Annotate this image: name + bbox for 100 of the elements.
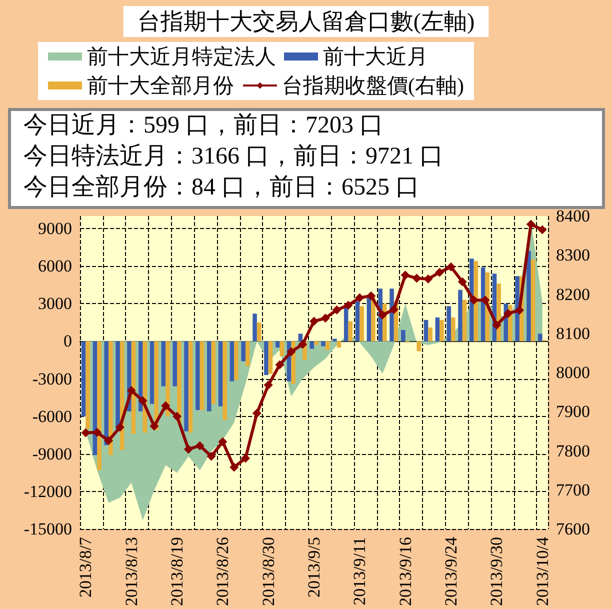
y2-tick-label: 7700	[556, 480, 590, 500]
point	[206, 452, 216, 461]
point	[241, 454, 250, 463]
point	[400, 270, 410, 280]
point	[230, 462, 239, 472]
point	[504, 308, 513, 318]
bar	[530, 260, 536, 342]
x-tick-label: 2013/8/7	[76, 536, 96, 598]
bar	[154, 341, 158, 430]
bar	[177, 341, 182, 424]
point	[298, 340, 308, 349]
bar	[416, 341, 422, 352]
bar	[332, 338, 337, 342]
point	[446, 262, 456, 272]
y2-tick-label: 8300	[556, 246, 590, 265]
legend-label: 前十大全部月份	[87, 74, 234, 98]
legend-label: 前十大近月特定法人	[87, 44, 276, 68]
bar	[310, 341, 314, 349]
bar	[280, 341, 284, 356]
bar	[218, 341, 223, 406]
point	[355, 293, 364, 302]
point	[332, 305, 342, 314]
point	[492, 320, 502, 330]
x-tick-label: 2013/9/11	[350, 537, 370, 606]
y2-tick-label: 7900	[556, 402, 590, 422]
bar	[450, 317, 456, 342]
bar	[268, 341, 273, 374]
point	[344, 300, 353, 310]
bar	[355, 301, 360, 342]
point	[150, 422, 159, 431]
y2-tick-label: 8200	[556, 284, 590, 304]
text: 今日全部月份：84 口，前日：6525 口	[24, 174, 420, 200]
point	[264, 380, 273, 390]
point	[286, 347, 296, 356]
bar	[264, 341, 268, 376]
point	[538, 225, 547, 234]
chart-title: 台指期十大交易人留倉口數(左軸)	[137, 9, 475, 34]
y2-tick-label: 7800	[556, 441, 590, 460]
bar	[150, 341, 154, 404]
point	[172, 412, 182, 421]
point	[514, 306, 524, 315]
bar	[196, 341, 200, 410]
bar	[230, 341, 234, 382]
x-tick-label: 2013/9/24	[441, 536, 460, 606]
bar	[401, 330, 406, 342]
point	[320, 314, 330, 323]
point	[195, 441, 204, 450]
point	[366, 291, 376, 300]
y-tick-label: -6000	[32, 406, 72, 426]
bar	[184, 341, 188, 432]
legend-label: 前十大近月	[323, 44, 428, 68]
bar	[256, 322, 262, 342]
bar	[526, 251, 531, 342]
point	[458, 277, 467, 286]
bar	[116, 341, 120, 429]
bar	[241, 341, 246, 362]
point	[115, 422, 124, 432]
x-tick-label: 2013/9/16	[396, 537, 415, 606]
point	[126, 386, 136, 396]
x-tick-label: 2013/8/13	[122, 537, 141, 606]
bar	[428, 327, 432, 342]
bar	[81, 341, 86, 416]
bar	[108, 341, 113, 456]
bar	[470, 258, 474, 342]
y2-tick-label: 8000	[556, 363, 590, 382]
y-tick-label: -3000	[32, 369, 72, 388]
bar	[515, 276, 520, 342]
point	[526, 220, 536, 229]
bar	[206, 341, 212, 412]
point	[389, 305, 398, 314]
bar	[344, 307, 348, 342]
bar	[348, 321, 353, 342]
bar	[446, 306, 451, 342]
bar	[222, 341, 227, 420]
y-tick-label: 9000	[38, 219, 72, 238]
bar	[424, 320, 428, 342]
bar	[325, 341, 330, 350]
point	[424, 274, 433, 284]
bar	[246, 341, 250, 366]
legend-label: 台指期收盤價(右軸)	[282, 74, 464, 98]
bar	[321, 341, 326, 346]
y2-tick-label: 8100	[556, 324, 590, 343]
bar	[161, 341, 166, 386]
y-tick-label: -9000	[32, 444, 72, 464]
bar	[166, 341, 170, 416]
bar	[86, 341, 90, 429]
point	[161, 401, 170, 410]
x-tick-label: 2013/8/30	[258, 537, 278, 606]
bar	[275, 341, 280, 348]
point	[378, 310, 387, 320]
bar	[252, 314, 257, 342]
bar	[360, 306, 364, 342]
bar	[435, 317, 440, 342]
y-tick-label: -12000	[24, 482, 72, 501]
x-tick-label: 2013/8/19	[168, 537, 187, 606]
point	[218, 437, 228, 446]
bar	[462, 300, 467, 342]
bar	[97, 341, 102, 470]
point	[252, 408, 262, 418]
point	[435, 268, 444, 277]
